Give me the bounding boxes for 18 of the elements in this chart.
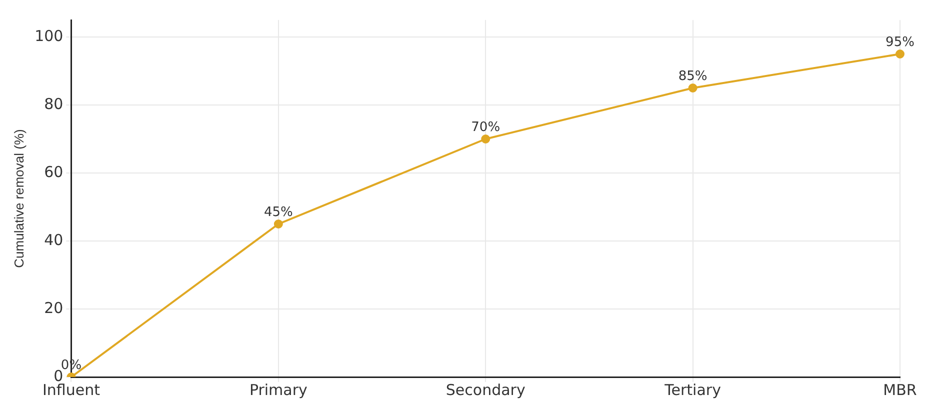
y-tick-label: 80 (44, 94, 64, 113)
point (688, 84, 698, 92)
point (274, 220, 283, 228)
y-tick-label: 40 (44, 230, 64, 249)
y-axis-title: Cumulative removal (%) (11, 129, 26, 268)
data-label: 70% (471, 120, 500, 135)
data-label: 95% (886, 34, 914, 50)
point (481, 134, 490, 144)
x-tick-label: Primary (249, 380, 308, 399)
y-tick-label: 20 (44, 298, 64, 317)
data-label: 85% (678, 68, 708, 84)
y-tick-label: 100 (34, 26, 64, 45)
x-tick-label: Secondary (446, 380, 526, 399)
x-tick-label: MBR (883, 380, 917, 399)
point (896, 50, 904, 58)
y-tick-label: 60 (44, 162, 64, 181)
data-label: 45% (264, 204, 293, 220)
x-tick-label: Tertiary (664, 380, 722, 399)
